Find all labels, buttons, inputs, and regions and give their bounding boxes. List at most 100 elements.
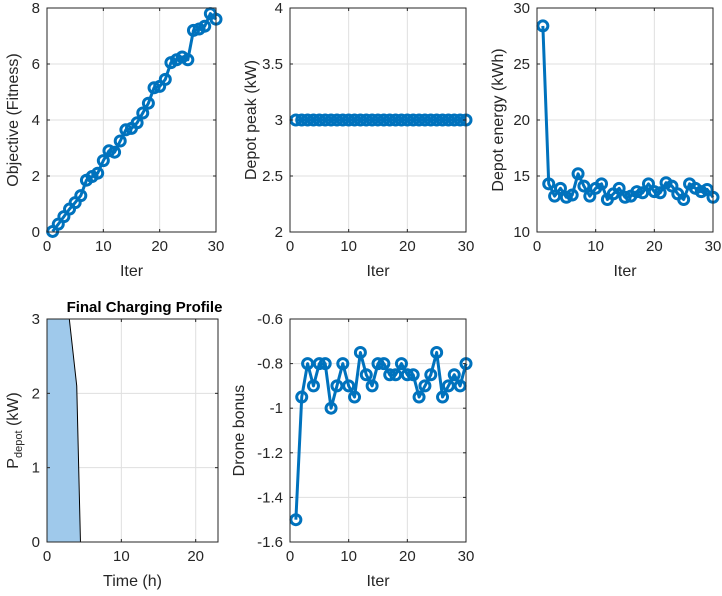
data-point xyxy=(306,113,320,127)
x-tick-label: 0 xyxy=(286,238,294,255)
data-point xyxy=(389,368,403,382)
data-point xyxy=(301,113,315,127)
data-point xyxy=(318,113,332,127)
data-point xyxy=(336,357,350,371)
y-axis-label: Objective (Fitness) xyxy=(5,53,22,186)
y-tick-label: 0 xyxy=(32,224,40,241)
x-tick-label: 10 xyxy=(587,238,604,255)
data-point xyxy=(618,190,632,204)
x-tick-label: 10 xyxy=(340,238,357,255)
data-point xyxy=(548,189,562,203)
x-tick-label: 20 xyxy=(151,238,168,255)
data-point xyxy=(348,113,362,127)
data-point xyxy=(536,19,550,33)
data-point xyxy=(295,113,309,127)
data-point xyxy=(74,189,88,203)
y-tick-label: 6 xyxy=(32,56,40,73)
subplot-bonus: 0 10 20 30 -1.6 -1.4 -1.2 -1 -0.8 -0.6 Iter Drone b… xyxy=(231,311,474,590)
y-tick-label: -0.8 xyxy=(257,356,283,373)
data-point xyxy=(91,166,105,180)
data-point xyxy=(583,189,597,203)
x-axis-label: Iter xyxy=(366,263,390,280)
data-point xyxy=(441,379,455,393)
x-tick-label: 0 xyxy=(43,548,51,565)
data-point xyxy=(436,113,450,127)
data-point xyxy=(383,113,397,127)
y-tick-label: 0 xyxy=(32,534,40,551)
data-point xyxy=(565,188,579,202)
data-point xyxy=(595,177,609,191)
data-point xyxy=(365,379,379,393)
x-tick-label: 0 xyxy=(43,238,51,255)
x-axis-label: Time (h) xyxy=(103,573,162,590)
y-tick-label: -1.6 xyxy=(257,534,283,551)
x-tick-label: 10 xyxy=(340,548,357,565)
data-point xyxy=(330,379,344,393)
data-point xyxy=(394,357,408,371)
data-point xyxy=(336,113,350,127)
data-point xyxy=(453,379,467,393)
y-tick-label: 3.5 xyxy=(262,56,283,73)
x-tick-label: 30 xyxy=(458,238,475,255)
data-point xyxy=(630,185,644,199)
x-tick-label: 30 xyxy=(705,238,722,255)
data-point xyxy=(647,185,661,199)
y-tick-label: 1 xyxy=(32,460,40,477)
x-axis-label: Iter xyxy=(366,573,390,590)
data-point xyxy=(147,81,161,95)
x-tick-label: 10 xyxy=(95,238,112,255)
data-point xyxy=(447,368,461,382)
y-tick-label: 15 xyxy=(513,168,530,185)
axes-frame xyxy=(46,318,219,543)
y-tick-label: -1.2 xyxy=(257,445,283,462)
data-point xyxy=(136,106,150,120)
y-tick-label: 2.5 xyxy=(262,168,283,185)
y-tick-label: 8 xyxy=(32,0,40,17)
subplot-profile: 0 10 20 0 1 2 3 Time (h) Pdepot (kW) Final Chargi… xyxy=(5,299,222,590)
data-point xyxy=(186,23,200,37)
data-point xyxy=(96,154,110,168)
data-point xyxy=(377,357,391,371)
y-tick-label: 2 xyxy=(32,168,40,185)
data-point xyxy=(424,113,438,127)
data-point xyxy=(113,134,127,148)
plot-area xyxy=(290,319,466,542)
x-tick-label: 10 xyxy=(113,548,130,565)
data-point xyxy=(102,144,116,158)
y-axis-label: Depot energy (kWh) xyxy=(490,48,507,191)
y-tick-label: 3 xyxy=(32,311,40,328)
data-point xyxy=(312,357,326,371)
data-point xyxy=(342,113,356,127)
data-point xyxy=(108,145,122,159)
data-point xyxy=(424,368,438,382)
data-point xyxy=(394,113,408,127)
data-point xyxy=(430,345,444,359)
data-point xyxy=(412,390,426,404)
data-point xyxy=(436,390,450,404)
y-tick-label: 4 xyxy=(275,0,283,17)
data-point xyxy=(542,177,556,191)
subplot-obj: 0 10 20 30 0 2 4 6 8 Iter Objective (Fitness) xyxy=(5,0,224,280)
data-point xyxy=(289,513,303,527)
y-tick-label: 30 xyxy=(513,0,530,17)
data-point xyxy=(130,116,144,130)
x-tick-label: 20 xyxy=(399,548,416,565)
x-tick-label: 20 xyxy=(399,238,416,255)
data-point xyxy=(553,181,567,195)
data-point xyxy=(400,368,414,382)
data-point xyxy=(318,357,332,371)
data-point xyxy=(406,368,420,382)
data-point xyxy=(641,177,655,191)
y-tick-label: 2 xyxy=(32,385,40,402)
data-point xyxy=(636,186,650,200)
x-tick-label: 0 xyxy=(533,238,541,255)
data-point xyxy=(141,96,155,110)
data-point xyxy=(324,113,338,127)
data-point xyxy=(119,123,133,137)
data-point xyxy=(389,113,403,127)
data-point xyxy=(348,390,362,404)
data-point xyxy=(653,186,667,200)
y-axis-label: Depot peak (kW) xyxy=(243,60,260,180)
data-point xyxy=(383,368,397,382)
